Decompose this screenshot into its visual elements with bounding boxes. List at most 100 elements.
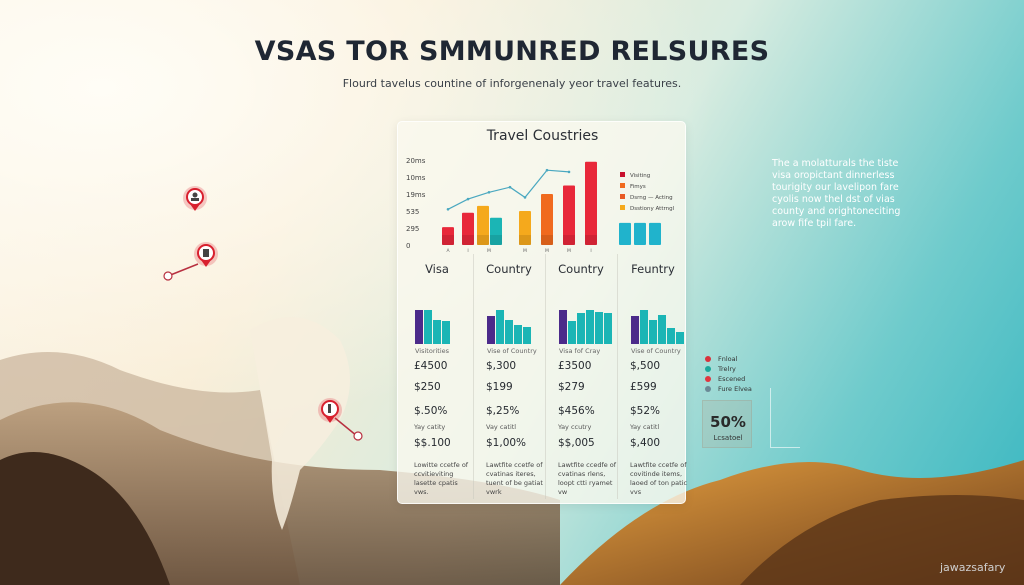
- legend-swatch: [620, 183, 625, 188]
- column-value: $52%: [630, 405, 661, 417]
- comparison-column: Feuntry Vise of Country $,500 £599 $52% $,400…: [617, 254, 689, 502]
- y-tick-label: 19ms: [406, 191, 426, 199]
- x-tick-label: I: [467, 248, 468, 254]
- mini-bar: [595, 312, 603, 344]
- mini-chart-caption: Vise of Country: [487, 347, 537, 355]
- bar-shade: [519, 235, 531, 245]
- legend-item: Fnloal: [705, 355, 737, 363]
- legend-item: Trelry: [705, 365, 736, 373]
- bar-chart: 0 295 535 19ms 10ms 20ms A I M M M M I Visiting Fimys D…: [406, 157, 675, 254]
- mini-bar: [568, 320, 576, 344]
- column-divider: [473, 254, 474, 499]
- bar-shade: [442, 235, 454, 245]
- line-point: [487, 191, 491, 194]
- column-value: $,500: [630, 360, 661, 372]
- stat-label: Lcsatoel: [713, 434, 743, 442]
- bar: [541, 194, 553, 245]
- page-title: VSAS TOR SMMUNRED RELSURES: [254, 36, 770, 67]
- x-tick-label: I: [590, 248, 591, 254]
- mini-bar: [631, 316, 639, 344]
- mini-bar: [415, 310, 423, 344]
- column-description: Lawtfite ccedfe of cvatinas rlens, loopt…: [558, 461, 617, 496]
- bar-shade: [541, 235, 553, 245]
- legend-swatch: [620, 172, 625, 177]
- line-point: [446, 208, 450, 211]
- continent-silhouette: [250, 317, 350, 530]
- bar-shade: [462, 235, 474, 245]
- mini-bar-chart: [631, 306, 685, 344]
- legend-label: Dsstiony Attrngl: [630, 206, 675, 212]
- mini-bar: [640, 310, 648, 344]
- mini-bar: [523, 327, 531, 344]
- value-note: Yay catitl: [630, 423, 660, 431]
- x-tick-label: M: [523, 248, 527, 254]
- stat-value: 50%: [710, 413, 746, 431]
- bar-shade: [490, 235, 502, 245]
- column-divider: [545, 254, 546, 499]
- stat-box: 50% Lcsatoel: [702, 400, 752, 448]
- bar: [442, 227, 454, 245]
- comparison-column: Visa Visitorities £4500 $250 $.50% $$.100 Yay …: [401, 254, 473, 502]
- column-value: £3500: [558, 360, 592, 372]
- bar: [462, 212, 474, 245]
- legend-dot-icon: [705, 366, 711, 372]
- column-value: £4500: [414, 360, 448, 372]
- column-value: $$,005: [558, 437, 595, 449]
- column-description: Lawtfite ccetfe of covitinde items, laoe…: [630, 461, 688, 496]
- line-point: [545, 168, 549, 172]
- comparison-column: Country Visa fof Cray £3500 $279 $456% $$,005…: [545, 254, 617, 502]
- x-tick-label: M: [487, 248, 491, 254]
- bar: [563, 185, 575, 245]
- mini-bar: [442, 320, 450, 344]
- column-value: $250: [414, 381, 441, 393]
- bar-shade: [563, 235, 575, 245]
- side-description: The a molatturals the tiste visa oropict…: [772, 158, 901, 229]
- mini-bar: [514, 324, 522, 344]
- bar: [519, 211, 531, 245]
- mini-bar-chart: [415, 306, 451, 344]
- map-pin-landmark-icon[interactable]: [315, 396, 371, 446]
- mini-chart-caption: Visa fof Cray: [559, 347, 601, 355]
- mini-bar: [487, 316, 495, 344]
- column-value: $199: [486, 381, 513, 393]
- column-value: $279: [558, 381, 585, 393]
- y-tick-label: 20ms: [406, 157, 426, 165]
- value-note: Yay catity: [414, 423, 446, 431]
- legend-label: Visiting: [630, 173, 650, 179]
- bar: [490, 217, 502, 245]
- map-pin-document-icon[interactable]: [158, 240, 228, 284]
- mini-bar: [586, 310, 594, 344]
- x-tick-label: M: [567, 248, 571, 254]
- mini-bar: [433, 319, 441, 344]
- map-pin-person-icon[interactable]: [180, 184, 210, 218]
- column-value: $$.100: [414, 437, 451, 449]
- mini-bar: [424, 310, 432, 344]
- mini-bar: [667, 327, 675, 344]
- mini-bar: [658, 315, 666, 344]
- mini-bar: [559, 310, 567, 344]
- legend-swatch: [620, 194, 625, 199]
- mini-bar: [604, 312, 612, 344]
- line-point: [523, 196, 527, 199]
- column-description: Lawtfite ccetfe of cvatinas iteres, tuen…: [486, 461, 543, 496]
- bar-shade: [585, 235, 597, 245]
- column-value: $,400: [630, 437, 661, 449]
- bar: [477, 205, 489, 245]
- extra-bar: [634, 222, 646, 245]
- watermark: jawazsafary: [940, 561, 1006, 574]
- mini-bar: [649, 320, 657, 344]
- line-point: [508, 185, 512, 189]
- mini-bar: [577, 312, 585, 344]
- mini-bar-chart: [559, 306, 613, 344]
- mini-bar: [505, 319, 513, 344]
- column-value: $1,00%: [486, 437, 527, 449]
- mini-bar: [676, 332, 684, 344]
- column-header: Feuntry: [631, 262, 675, 276]
- extra-bar: [619, 222, 631, 245]
- legend-item: Escened: [705, 375, 745, 383]
- legend-dot-icon: [705, 376, 711, 382]
- page-subtitle: Flourd tavelus countine of inforgenenaly…: [342, 77, 682, 90]
- mini-bar-chart: [487, 306, 532, 344]
- comparison-column: Country Vise of Country $,300 $199 $,25% $1,0…: [473, 254, 545, 502]
- legend-label: Fure Elvea: [718, 385, 752, 393]
